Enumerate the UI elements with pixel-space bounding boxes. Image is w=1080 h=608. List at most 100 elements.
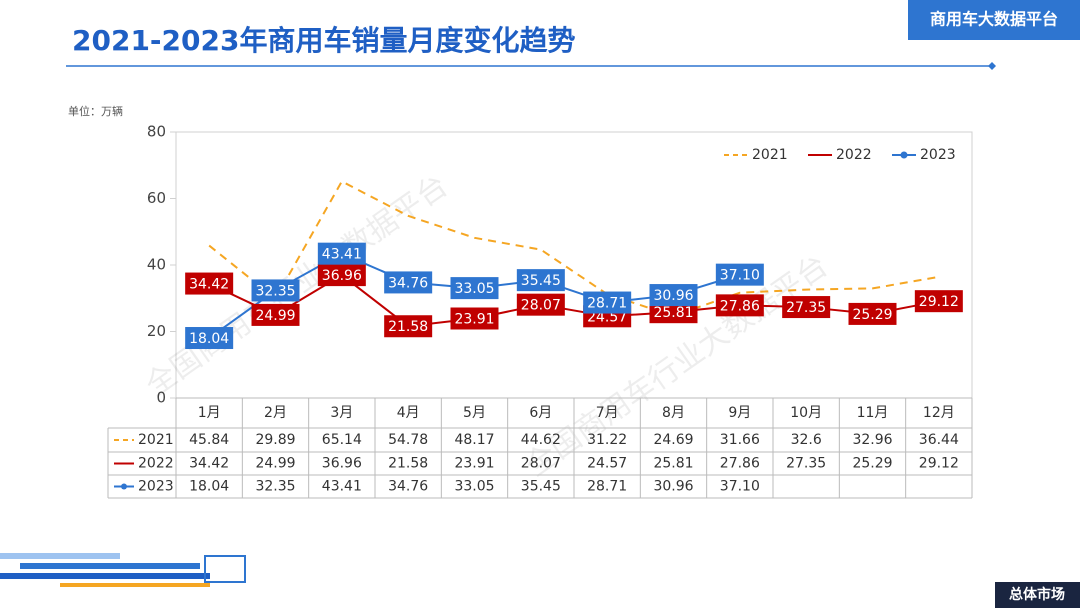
table-cell: 36.96: [322, 456, 362, 472]
watermark: 全国商用车行业大数据平台: [519, 248, 834, 483]
label-box: [715, 294, 764, 317]
data-label: 43.41: [322, 247, 362, 263]
legend-label: 2021: [752, 147, 788, 163]
table-cell: 25.81: [653, 456, 693, 472]
section-box: [995, 582, 1080, 608]
legend-label: 2022: [836, 147, 872, 163]
unit: 单位：万辆: [68, 104, 123, 118]
x-tick-label: 8月: [662, 405, 685, 421]
table-cell: 32.6: [791, 432, 822, 448]
table-cell: 29.12: [919, 456, 959, 472]
table-cell: 48.17: [454, 432, 494, 448]
table-cell: 28.07: [521, 456, 561, 472]
brand: 商用车大数据平台: [930, 10, 1058, 29]
table-cell: 43.41: [322, 479, 362, 495]
data-label: 36.96: [322, 268, 362, 284]
label-box: [914, 290, 963, 313]
label-box: [782, 296, 831, 319]
data-label: 27.86: [720, 298, 760, 314]
table-series-name: 2023: [138, 479, 174, 495]
series-line: [208, 180, 940, 317]
table-cell: 34.76: [388, 479, 428, 495]
label-box: [317, 242, 366, 265]
label-box: [450, 307, 499, 330]
data-label: 34.76: [388, 275, 428, 291]
table-cell: 45.84: [189, 432, 229, 448]
data-label: 25.81: [653, 305, 693, 321]
label-box: [185, 272, 234, 295]
x-tick-label: 7月: [596, 405, 619, 421]
table-series-name: 2021: [138, 432, 174, 448]
table-cell: 32.96: [852, 432, 892, 448]
table-cell: 25.29: [852, 456, 892, 472]
data-label: 29.12: [919, 294, 959, 310]
table-cell: 35.45: [521, 479, 561, 495]
x-tick-label: 3月: [330, 405, 353, 421]
legend-marker: [900, 151, 908, 159]
x-tick-label: 11月: [857, 405, 889, 421]
data-label: 37.10: [720, 268, 760, 284]
data-label: 23.91: [454, 311, 494, 327]
brand-box: [908, 0, 1080, 40]
table-cell: 31.22: [587, 432, 627, 448]
label-box: [450, 277, 499, 300]
label-box: [384, 271, 433, 294]
data-label: 24.99: [255, 308, 295, 324]
y-tick-label: 0: [156, 389, 166, 407]
x-tick-label: 10月: [790, 405, 822, 421]
data-label: 18.04: [189, 331, 229, 347]
data-label: 27.35: [786, 300, 826, 316]
data-label: 21.58: [388, 319, 428, 335]
table-cell: 36.44: [919, 432, 959, 448]
data-label: 30.96: [653, 288, 693, 304]
table-cell: 24.99: [255, 456, 295, 472]
label-box: [583, 291, 632, 314]
y-tick-label: 20: [147, 322, 166, 340]
data-label: 35.45: [521, 273, 561, 289]
table-cell: 28.71: [587, 479, 627, 495]
table-key-marker: [121, 483, 127, 490]
label-box: [251, 303, 300, 326]
slide-title: 2021-2023年商用车销量月度变化趋势: [72, 24, 575, 57]
x-tick-label: 12月: [923, 405, 955, 421]
table-cell: 33.05: [454, 479, 494, 495]
table-cell: 27.35: [786, 456, 826, 472]
x-tick-label: 2月: [264, 405, 287, 421]
table-cell: 31.66: [720, 432, 760, 448]
data-label: 25.29: [852, 307, 892, 323]
data-label: 34.42: [189, 277, 229, 293]
label-box: [649, 284, 698, 307]
x-tick-label: 1月: [198, 405, 221, 421]
label-box: [251, 279, 300, 302]
legend-label: 2023: [920, 147, 956, 163]
label-box: [848, 302, 897, 325]
table-cell: 30.96: [653, 479, 693, 495]
table-cell: 21.58: [388, 456, 428, 472]
rule-end: [988, 62, 996, 70]
table-cell: 18.04: [189, 479, 229, 495]
x-tick-label: 6月: [529, 405, 552, 421]
x-tick-label: 9月: [728, 405, 751, 421]
label-box: [317, 264, 366, 287]
label-box: [185, 327, 234, 350]
table-cell: 44.62: [521, 432, 561, 448]
data-label: 28.07: [521, 298, 561, 314]
y-tick-label: 40: [147, 256, 166, 274]
table-cell: 54.78: [388, 432, 428, 448]
table-cell: 32.35: [255, 479, 295, 495]
table-cell: 29.89: [255, 432, 295, 448]
data-label: 28.71: [587, 296, 627, 312]
label-box: [649, 301, 698, 324]
x-tick-label: 4月: [397, 405, 420, 421]
table-cell: 23.91: [454, 456, 494, 472]
data-label: 32.35: [255, 283, 295, 299]
data-label: 33.05: [454, 281, 494, 297]
x-tick-label: 5月: [463, 405, 486, 421]
table-cell: 37.10: [720, 479, 760, 495]
table-cell: 27.86: [720, 456, 760, 472]
section: 总体市场: [1009, 586, 1065, 603]
table-cell: 24.69: [653, 432, 693, 448]
label-box: [384, 315, 433, 338]
table-cell: 34.42: [189, 456, 229, 472]
table-cell: 65.14: [322, 432, 362, 448]
